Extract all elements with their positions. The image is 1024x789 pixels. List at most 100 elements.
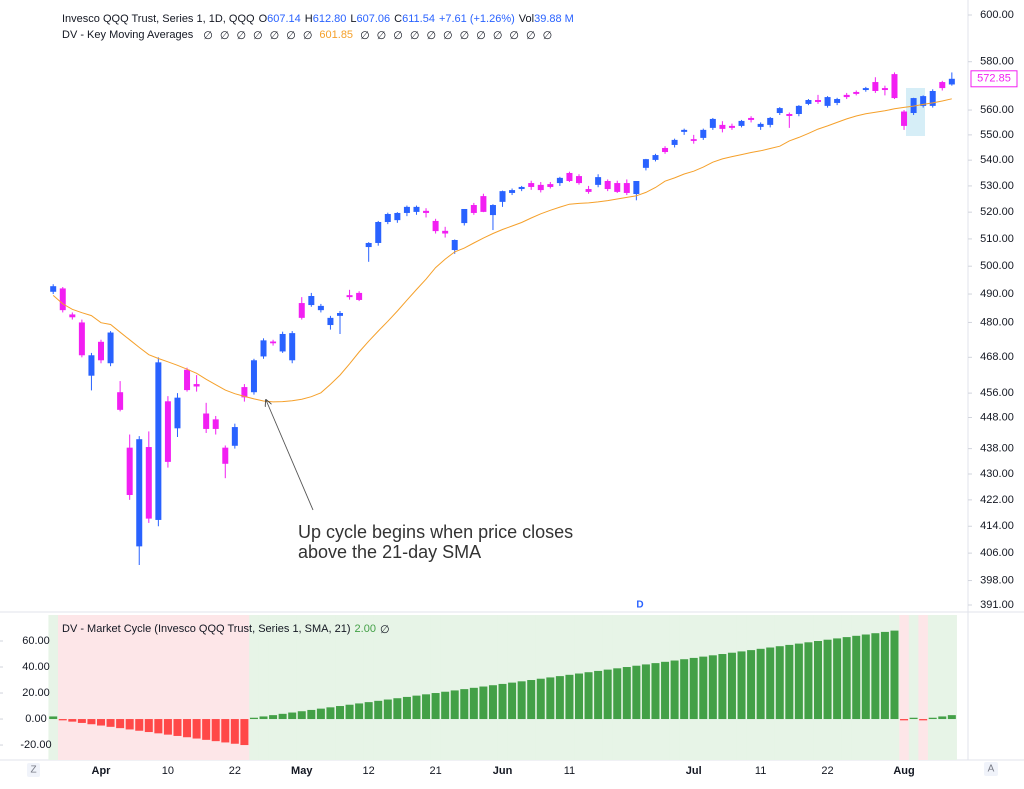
cycle-bar [288,712,297,720]
candle-body [872,82,879,91]
cycle-bar [402,696,411,720]
candle-body [948,78,955,85]
y-tick-label: 456.00 [980,387,1014,399]
cycle-bar [517,681,526,720]
candle-body [834,99,841,103]
cycle-bar [794,643,803,720]
cycle-bar [584,672,593,720]
cycle-bar [135,719,144,731]
cycle-bar [852,635,861,720]
cycle-background [86,615,97,760]
candle-body [356,292,363,300]
cycle-background [134,615,145,760]
candle-body [69,314,76,318]
candle-body [910,98,917,114]
axis-button-label[interactable]: A [988,764,995,775]
axis-button[interactable] [984,762,998,776]
ohlc-label: C [394,13,403,25]
annotation-line: Up cycle begins when price closes [298,522,573,542]
x-tick-label: 22 [821,765,833,777]
candle-body [212,419,219,429]
cycle-bar [565,674,574,720]
candle-body [403,206,410,213]
candle-body [929,90,936,106]
x-tick-label: 10 [162,765,174,777]
candle-body [145,447,152,519]
cycle-bar [383,699,392,720]
candle-body [537,184,544,191]
ma-value: ∅ [203,30,213,42]
candle-body [891,74,898,99]
ma-value: ∅ [476,30,486,42]
candle-body [50,286,57,292]
cycle-bar [355,703,364,720]
x-tick-label: 11 [755,765,766,777]
candle-body [59,288,66,311]
cycle-bar [469,687,478,720]
candle-body [384,214,391,223]
y-tick-label: -20.00 [20,739,51,751]
cycle-bar [498,683,507,720]
cycle-background [918,615,929,760]
ohlc-label: O [258,13,268,25]
candle-body [461,208,468,224]
candle-body [815,100,821,102]
cycle-bar [823,639,832,720]
candle-body [480,196,487,212]
cycle-bar [163,719,172,735]
cycle-background [392,615,403,760]
candle-body [222,447,229,464]
candle-body [671,139,678,145]
cycle-bar [594,670,603,720]
candle-body [748,117,755,120]
cycle-bar [240,719,249,746]
candle-body [556,177,563,184]
cycle-bar [947,715,956,720]
cycle-background [459,615,470,760]
cycle-bar [508,682,517,720]
cycle-bar [297,711,306,720]
cycle-bar [154,719,163,734]
cycle-background [57,615,68,760]
cycle-bar [814,641,822,720]
cycle-bar [450,690,459,720]
cycle-bar [909,717,918,720]
candle-body [786,113,793,116]
candle-body [451,239,458,251]
cycle-bar [441,691,450,720]
cycle-bar [183,719,192,738]
last-price-label: 572.85 [977,73,1011,85]
indicator-legend: DV - Market Cycle (Invesco QQQ Trust, Se… [62,623,390,636]
ma-value: ∅ [219,30,230,42]
cycle-bar [900,719,909,721]
ohlc-value: 607.14 [267,13,301,25]
axis-button[interactable] [27,763,40,777]
candle-body [614,183,621,192]
candle-body [795,105,802,114]
cycle-background [421,615,432,760]
candle-body [317,305,324,311]
ohlc-value: 611.54 [402,13,435,25]
candle-body [203,413,210,429]
candle-body [413,206,420,212]
cycle-bar [527,680,536,720]
y-tick-label: 580.00 [980,56,1014,68]
cycle-bar [680,659,689,720]
cycle-bar [479,686,488,720]
candle-body [547,184,554,187]
cycle-background [449,615,460,760]
x-tick-label: Aug [893,765,914,777]
y-tick-label: 530.00 [980,180,1014,192]
cycle-bar [345,704,354,720]
x-tick-label: May [291,765,313,777]
cycle-bar [422,694,431,720]
cycle-background [908,615,919,760]
cycle-bar [488,685,497,720]
candle-body [136,439,143,547]
candle-body [862,88,869,91]
candle-body [164,401,171,462]
axis-button-label[interactable]: Z [30,765,36,776]
x-tick-label: Apr [92,765,112,777]
cycle-background [182,615,193,760]
cycle-background [249,615,260,760]
